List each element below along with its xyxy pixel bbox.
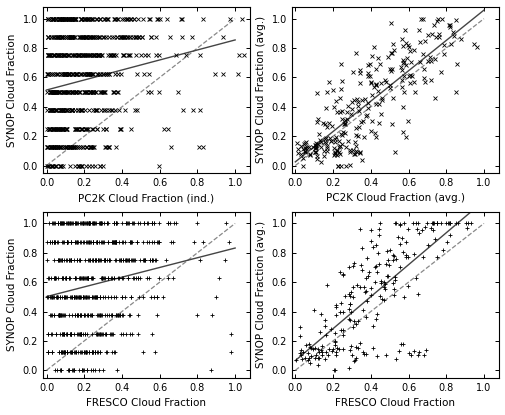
X-axis label: FRESCO Cloud Fraction: FRESCO Cloud Fraction [86,398,206,408]
X-axis label: PC2K Cloud Fraction (avg.): PC2K Cloud Fraction (avg.) [325,193,464,203]
X-axis label: FRESCO Cloud Fraction: FRESCO Cloud Fraction [335,398,454,408]
Y-axis label: SYNOP Cloud Fraction: SYNOP Cloud Fraction [7,33,17,146]
Y-axis label: SYNOP Cloud Fraction (avg.): SYNOP Cloud Fraction (avg.) [255,221,265,368]
Y-axis label: SYNOP Cloud Fraction: SYNOP Cloud Fraction [7,238,17,352]
Y-axis label: SYNOP Cloud Fraction (avg.): SYNOP Cloud Fraction (avg.) [255,16,265,164]
X-axis label: PC2K Cloud Fraction (ind.): PC2K Cloud Fraction (ind.) [78,193,214,203]
